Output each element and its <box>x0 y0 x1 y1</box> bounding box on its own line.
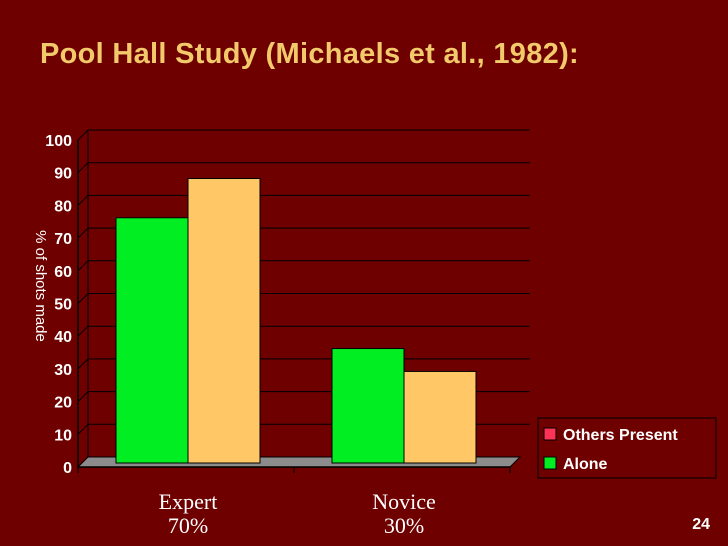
legend-label: Alone <box>563 456 608 473</box>
grid-line-50 <box>77 293 89 304</box>
bar-novice-1 <box>403 370 477 464</box>
y-tick-label: 10 <box>54 427 72 444</box>
slide-number: 24 <box>692 516 710 533</box>
y-tick-label: 40 <box>54 329 72 346</box>
y-tick-label: 70 <box>54 231 72 248</box>
y-tick-label: 20 <box>54 395 72 412</box>
grid-line-70 <box>77 227 89 239</box>
legend-label: Others Present <box>563 427 678 444</box>
bars <box>115 178 477 464</box>
legend: Others Present Alone <box>537 417 717 479</box>
grid-line-40 <box>77 325 89 337</box>
grid-line-80 <box>77 195 89 206</box>
legend-swatch <box>543 427 557 441</box>
grid-line-90 <box>77 162 89 174</box>
y-tick-label: 90 <box>54 166 72 183</box>
y-tick-labels: 0 10 20 30 40 50 60 70 80 90 100 <box>45 133 72 477</box>
bar-expert-1 <box>187 178 261 464</box>
grid-line-100 <box>77 129 89 141</box>
x-category-sublabel: 30% <box>384 513 424 538</box>
bar-expert-0 <box>115 217 189 464</box>
x-category-label: Novice <box>372 489 436 514</box>
y-tick-label: 30 <box>54 362 72 379</box>
y-axis-label: % of shots made <box>32 230 49 342</box>
legend-swatch <box>543 456 557 470</box>
slide-title: Pool Hall Study (Michaels et al., 1982): <box>40 38 579 70</box>
y-axis <box>77 130 89 467</box>
legend-box <box>537 417 717 479</box>
y-tick-label: 100 <box>45 133 72 150</box>
y-tick-label: 50 <box>54 297 72 314</box>
y-tick-label: 60 <box>54 264 72 281</box>
grid-line-60 <box>77 260 89 272</box>
bar-novice-0 <box>331 348 405 464</box>
grid-line-30 <box>77 358 89 370</box>
grid-line-20 <box>77 391 89 402</box>
x-category-sublabel: 70% <box>168 513 208 538</box>
y-tick-label: 80 <box>54 198 72 215</box>
grid-line-10 <box>77 423 89 435</box>
y-tick-label: 0 <box>63 460 72 477</box>
x-category-label: Expert <box>159 489 218 514</box>
